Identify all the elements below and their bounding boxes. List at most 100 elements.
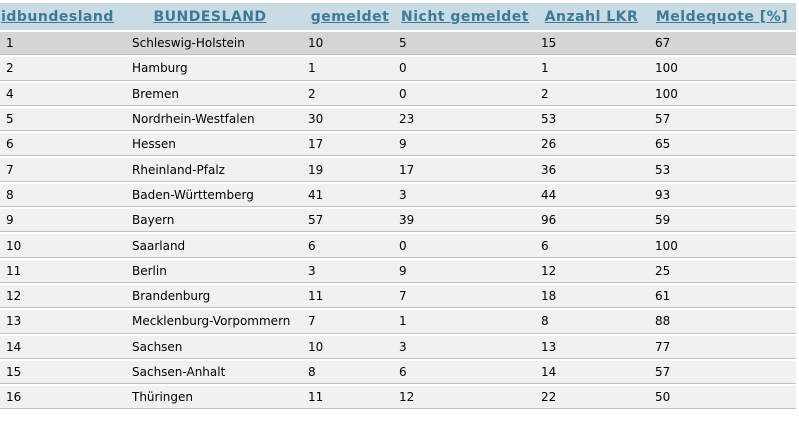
table-row: 16 Thüringen 11 12 22 50 (0, 386, 796, 410)
column-header-gemeldet[interactable]: gemeldet (310, 8, 390, 25)
cell-gemeldet: 30 (308, 112, 324, 127)
cell-anzahl-lkr: 44 (541, 187, 557, 202)
cell-nicht-gemeldet: 39 (399, 213, 415, 228)
cell-gemeldet: 7 (308, 314, 316, 329)
cell-nicht-gemeldet: 6 (399, 365, 407, 379)
cell-anzahl-lkr: 2 (541, 86, 549, 101)
cell-gemeldet: 11 (308, 289, 324, 304)
table-row: 10 Saarland 6 0 6 100 (0, 234, 796, 258)
cell-anzahl-lkr: 53 (541, 112, 557, 127)
cell-gemeldet: 17 (308, 137, 324, 152)
cell-nicht-gemeldet: 3 (399, 339, 407, 354)
cell-meldequote: 100 (655, 86, 678, 101)
table-row: 6 Hessen 17 9 26 65 (0, 133, 796, 157)
cell-idbundesland: 9 (6, 213, 14, 228)
cell-idbundesland: 11 (6, 263, 22, 278)
cell-idbundesland: 8 (6, 187, 14, 202)
cell-idbundesland: 10 (6, 238, 22, 253)
cell-gemeldet: 41 (308, 187, 324, 202)
cell-idbundesland: 4 (6, 86, 14, 101)
table-body: 1 Schleswig-Holstein 10 5 15 67 2 Hamburg 1 0 1 100… (0, 32, 796, 410)
cell-bundesland: Berlin (132, 263, 167, 278)
column-header-anzahl-lkr[interactable]: Anzahl LKR (544, 8, 639, 25)
cell-bundesland: Baden-Württemberg (132, 187, 254, 202)
cell-anzahl-lkr: 15 (541, 36, 557, 51)
cell-anzahl-lkr: 22 (541, 390, 557, 405)
cell-nicht-gemeldet: 0 (399, 238, 407, 253)
table-row: 13 Mecklenburg-Vorpommern 7 1 8 88 (0, 310, 796, 334)
cell-idbundesland: 7 (6, 162, 14, 177)
cell-meldequote: 50 (655, 390, 671, 405)
table-header-row: idbundesland BUNDESLAND gemeldet Nicht g… (0, 3, 796, 30)
cell-idbundesland: 14 (6, 339, 22, 354)
cell-anzahl-lkr: 13 (541, 339, 557, 354)
table-row: 4 Bremen 2 0 2 100 (0, 82, 796, 106)
cell-nicht-gemeldet: 23 (399, 112, 415, 127)
cell-meldequote: 67 (655, 36, 671, 51)
table-row: 14 Sachsen 10 3 13 77 (0, 335, 796, 359)
cell-bundesland: Rheinland-Pfalz (132, 162, 225, 177)
cell-meldequote: 25 (655, 263, 671, 278)
cell-nicht-gemeldet: 9 (399, 263, 407, 278)
column-header-meldequote[interactable]: Meldequote [%] (655, 8, 789, 25)
cell-meldequote: 57 (655, 112, 671, 127)
cell-nicht-gemeldet: 0 (399, 61, 407, 76)
cell-bundesland: Sachsen (132, 339, 183, 354)
cell-nicht-gemeldet: 9 (399, 137, 407, 152)
cell-gemeldet: 3 (308, 263, 316, 278)
cell-meldequote: 57 (655, 365, 671, 379)
cell-gemeldet: 11 (308, 390, 324, 405)
column-header-idbundesland[interactable]: idbundesland (1, 8, 114, 25)
cell-meldequote: 59 (655, 213, 671, 228)
cell-bundesland: Nordrhein-Westfalen (132, 112, 255, 127)
cell-nicht-gemeldet: 0 (399, 86, 407, 101)
cell-meldequote: 53 (655, 162, 671, 177)
cell-bundesland: Bayern (132, 213, 175, 228)
cell-gemeldet: 6 (308, 238, 316, 253)
cell-meldequote: 88 (655, 314, 671, 329)
cell-idbundesland: 13 (6, 314, 22, 329)
cell-nicht-gemeldet: 1 (399, 314, 407, 329)
cell-gemeldet: 8 (308, 365, 316, 379)
cell-anzahl-lkr: 26 (541, 137, 557, 152)
cell-nicht-gemeldet: 5 (399, 36, 407, 51)
cell-gemeldet: 10 (308, 339, 324, 354)
cell-anzahl-lkr: 8 (541, 314, 549, 329)
table-row: 9 Bayern 57 39 96 59 (0, 209, 796, 233)
cell-bundesland: Sachsen-Anhalt (132, 365, 226, 379)
cell-gemeldet: 1 (308, 61, 316, 76)
cell-idbundesland: 6 (6, 137, 14, 152)
cell-gemeldet: 19 (308, 162, 324, 177)
cell-anzahl-lkr: 12 (541, 263, 557, 278)
cell-meldequote: 61 (655, 289, 671, 304)
cell-anzahl-lkr: 14 (541, 365, 557, 379)
cell-gemeldet: 57 (308, 213, 324, 228)
cell-idbundesland: 2 (6, 61, 14, 76)
cell-nicht-gemeldet: 17 (399, 162, 415, 177)
cell-idbundesland: 16 (6, 390, 22, 405)
cell-bundesland: Schleswig-Holstein (132, 36, 245, 51)
cell-meldequote: 93 (655, 187, 671, 202)
column-header-nicht-gemeldet[interactable]: Nicht gemeldet (401, 8, 529, 25)
results-table: idbundesland BUNDESLAND gemeldet Nicht g… (0, 3, 796, 411)
cell-anzahl-lkr: 6 (541, 238, 549, 253)
cell-nicht-gemeldet: 3 (399, 187, 407, 202)
cell-gemeldet: 2 (308, 86, 316, 101)
cell-meldequote: 100 (655, 238, 678, 253)
cell-anzahl-lkr: 1 (541, 61, 549, 76)
table-row: 2 Hamburg 1 0 1 100 (0, 57, 796, 81)
cell-anzahl-lkr: 36 (541, 162, 557, 177)
column-header-bundesland[interactable]: BUNDESLAND (153, 8, 267, 25)
cell-gemeldet: 10 (308, 36, 324, 51)
table-row: 1 Schleswig-Holstein 10 5 15 67 (0, 32, 796, 56)
cell-meldequote: 77 (655, 339, 671, 354)
cell-bundesland: Hessen (132, 137, 176, 152)
cell-idbundesland: 1 (6, 36, 14, 51)
table-row: 15 Sachsen-Anhalt 8 6 14 57 (0, 360, 796, 385)
cell-anzahl-lkr: 96 (541, 213, 557, 228)
table-row: 8 Baden-Württemberg 41 3 44 93 (0, 183, 796, 208)
cell-nicht-gemeldet: 7 (399, 289, 407, 304)
cell-bundesland: Thüringen (132, 390, 194, 405)
cell-idbundesland: 5 (6, 112, 14, 127)
table-row: 5 Nordrhein-Westfalen 30 23 53 57 (0, 107, 796, 132)
